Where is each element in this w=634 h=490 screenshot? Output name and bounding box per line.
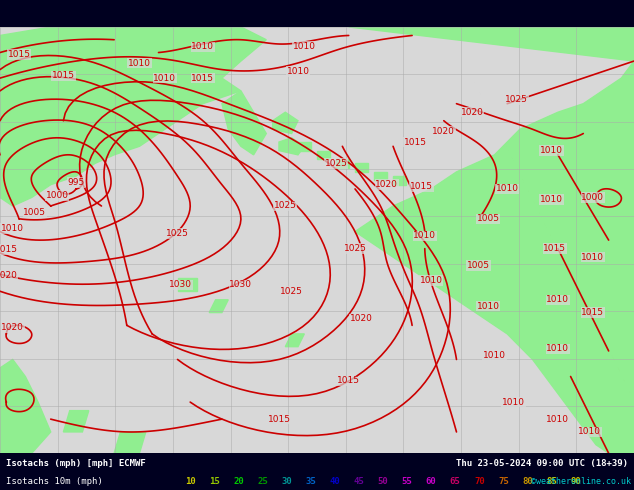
Text: 25: 25 xyxy=(257,477,268,487)
Text: 1010: 1010 xyxy=(581,253,604,262)
Text: 1025: 1025 xyxy=(166,229,189,238)
Text: 1010: 1010 xyxy=(547,295,569,304)
Polygon shape xyxy=(355,163,368,172)
Polygon shape xyxy=(222,91,266,155)
Text: 1030: 1030 xyxy=(230,280,252,290)
Text: 1025: 1025 xyxy=(505,95,528,104)
Text: 10: 10 xyxy=(185,477,195,487)
Text: 1015: 1015 xyxy=(191,74,214,83)
Text: 1010: 1010 xyxy=(578,427,601,437)
Text: 85: 85 xyxy=(547,477,557,487)
Text: 1015: 1015 xyxy=(52,72,75,80)
Text: 55: 55 xyxy=(402,477,412,487)
Polygon shape xyxy=(393,176,406,185)
Text: 1010: 1010 xyxy=(477,302,500,311)
Text: 1010: 1010 xyxy=(413,231,436,240)
Text: 60: 60 xyxy=(426,477,436,487)
Text: 45: 45 xyxy=(354,477,364,487)
Text: 1010: 1010 xyxy=(293,42,316,50)
Text: 1010: 1010 xyxy=(153,74,176,83)
Text: 1010: 1010 xyxy=(540,146,563,155)
Text: 90: 90 xyxy=(571,477,581,487)
Text: 1015: 1015 xyxy=(337,376,360,385)
Text: 1010: 1010 xyxy=(540,195,563,204)
Text: 1010: 1010 xyxy=(420,276,443,285)
Text: 1010: 1010 xyxy=(547,344,569,353)
Polygon shape xyxy=(374,172,387,180)
Text: 40: 40 xyxy=(330,477,340,487)
Text: 1010: 1010 xyxy=(287,67,309,76)
Text: 1005: 1005 xyxy=(477,214,500,223)
Text: 1015: 1015 xyxy=(581,308,604,317)
Text: 80: 80 xyxy=(522,477,533,487)
Text: 1015: 1015 xyxy=(543,244,566,253)
Text: 1025: 1025 xyxy=(325,159,347,168)
Polygon shape xyxy=(298,142,311,150)
Text: 1000: 1000 xyxy=(581,193,604,202)
Text: 35: 35 xyxy=(306,477,316,487)
Text: 75: 75 xyxy=(498,477,508,487)
Polygon shape xyxy=(209,300,228,313)
Text: 1010: 1010 xyxy=(1,224,24,233)
Text: 1020: 1020 xyxy=(461,108,484,117)
Text: 1025: 1025 xyxy=(280,287,303,296)
Text: Thu 23-05-2024 09:00 UTC (18+39): Thu 23-05-2024 09:00 UTC (18+39) xyxy=(456,459,628,468)
Polygon shape xyxy=(114,432,146,453)
Text: 1030: 1030 xyxy=(169,280,192,290)
Text: 30: 30 xyxy=(281,477,292,487)
Text: 1005: 1005 xyxy=(23,208,46,217)
Text: 1015: 1015 xyxy=(268,415,290,424)
Text: 1010: 1010 xyxy=(502,397,525,407)
Text: 1020: 1020 xyxy=(432,127,455,136)
Text: 1010: 1010 xyxy=(496,184,519,194)
Polygon shape xyxy=(279,138,304,155)
Text: 1010: 1010 xyxy=(547,415,569,424)
Polygon shape xyxy=(285,334,304,347)
Text: 1020: 1020 xyxy=(0,270,18,280)
Text: Isotachs 10m (mph): Isotachs 10m (mph) xyxy=(6,477,103,487)
Polygon shape xyxy=(63,411,89,432)
Text: 1010: 1010 xyxy=(483,351,506,360)
Text: 1015: 1015 xyxy=(410,182,433,191)
Polygon shape xyxy=(317,150,330,159)
Text: 1015: 1015 xyxy=(0,245,18,254)
Text: 1020: 1020 xyxy=(350,315,373,323)
Text: 70: 70 xyxy=(474,477,484,487)
Text: 50: 50 xyxy=(378,477,388,487)
Polygon shape xyxy=(178,278,197,291)
Text: 15: 15 xyxy=(209,477,219,487)
Polygon shape xyxy=(0,27,266,206)
Polygon shape xyxy=(336,159,349,168)
Text: 1025: 1025 xyxy=(274,201,297,211)
Text: 1025: 1025 xyxy=(344,244,366,253)
Text: 1010: 1010 xyxy=(128,59,151,68)
Text: 1005: 1005 xyxy=(467,261,490,270)
Text: Isotachs (mph) [mph] ECMWF: Isotachs (mph) [mph] ECMWF xyxy=(6,459,146,468)
Text: ©weatheronline.co.uk: ©weatheronline.co.uk xyxy=(531,477,631,487)
Text: 20: 20 xyxy=(233,477,243,487)
Text: 1015: 1015 xyxy=(8,50,30,59)
Text: 65: 65 xyxy=(450,477,460,487)
Text: 1000: 1000 xyxy=(46,191,68,200)
Text: 1010: 1010 xyxy=(191,43,214,51)
Polygon shape xyxy=(273,112,298,134)
Polygon shape xyxy=(349,27,634,453)
Text: 1020: 1020 xyxy=(375,180,398,189)
Polygon shape xyxy=(0,360,51,453)
Text: 1020: 1020 xyxy=(1,323,24,332)
Text: 1015: 1015 xyxy=(404,138,427,147)
Text: 995: 995 xyxy=(67,178,85,187)
